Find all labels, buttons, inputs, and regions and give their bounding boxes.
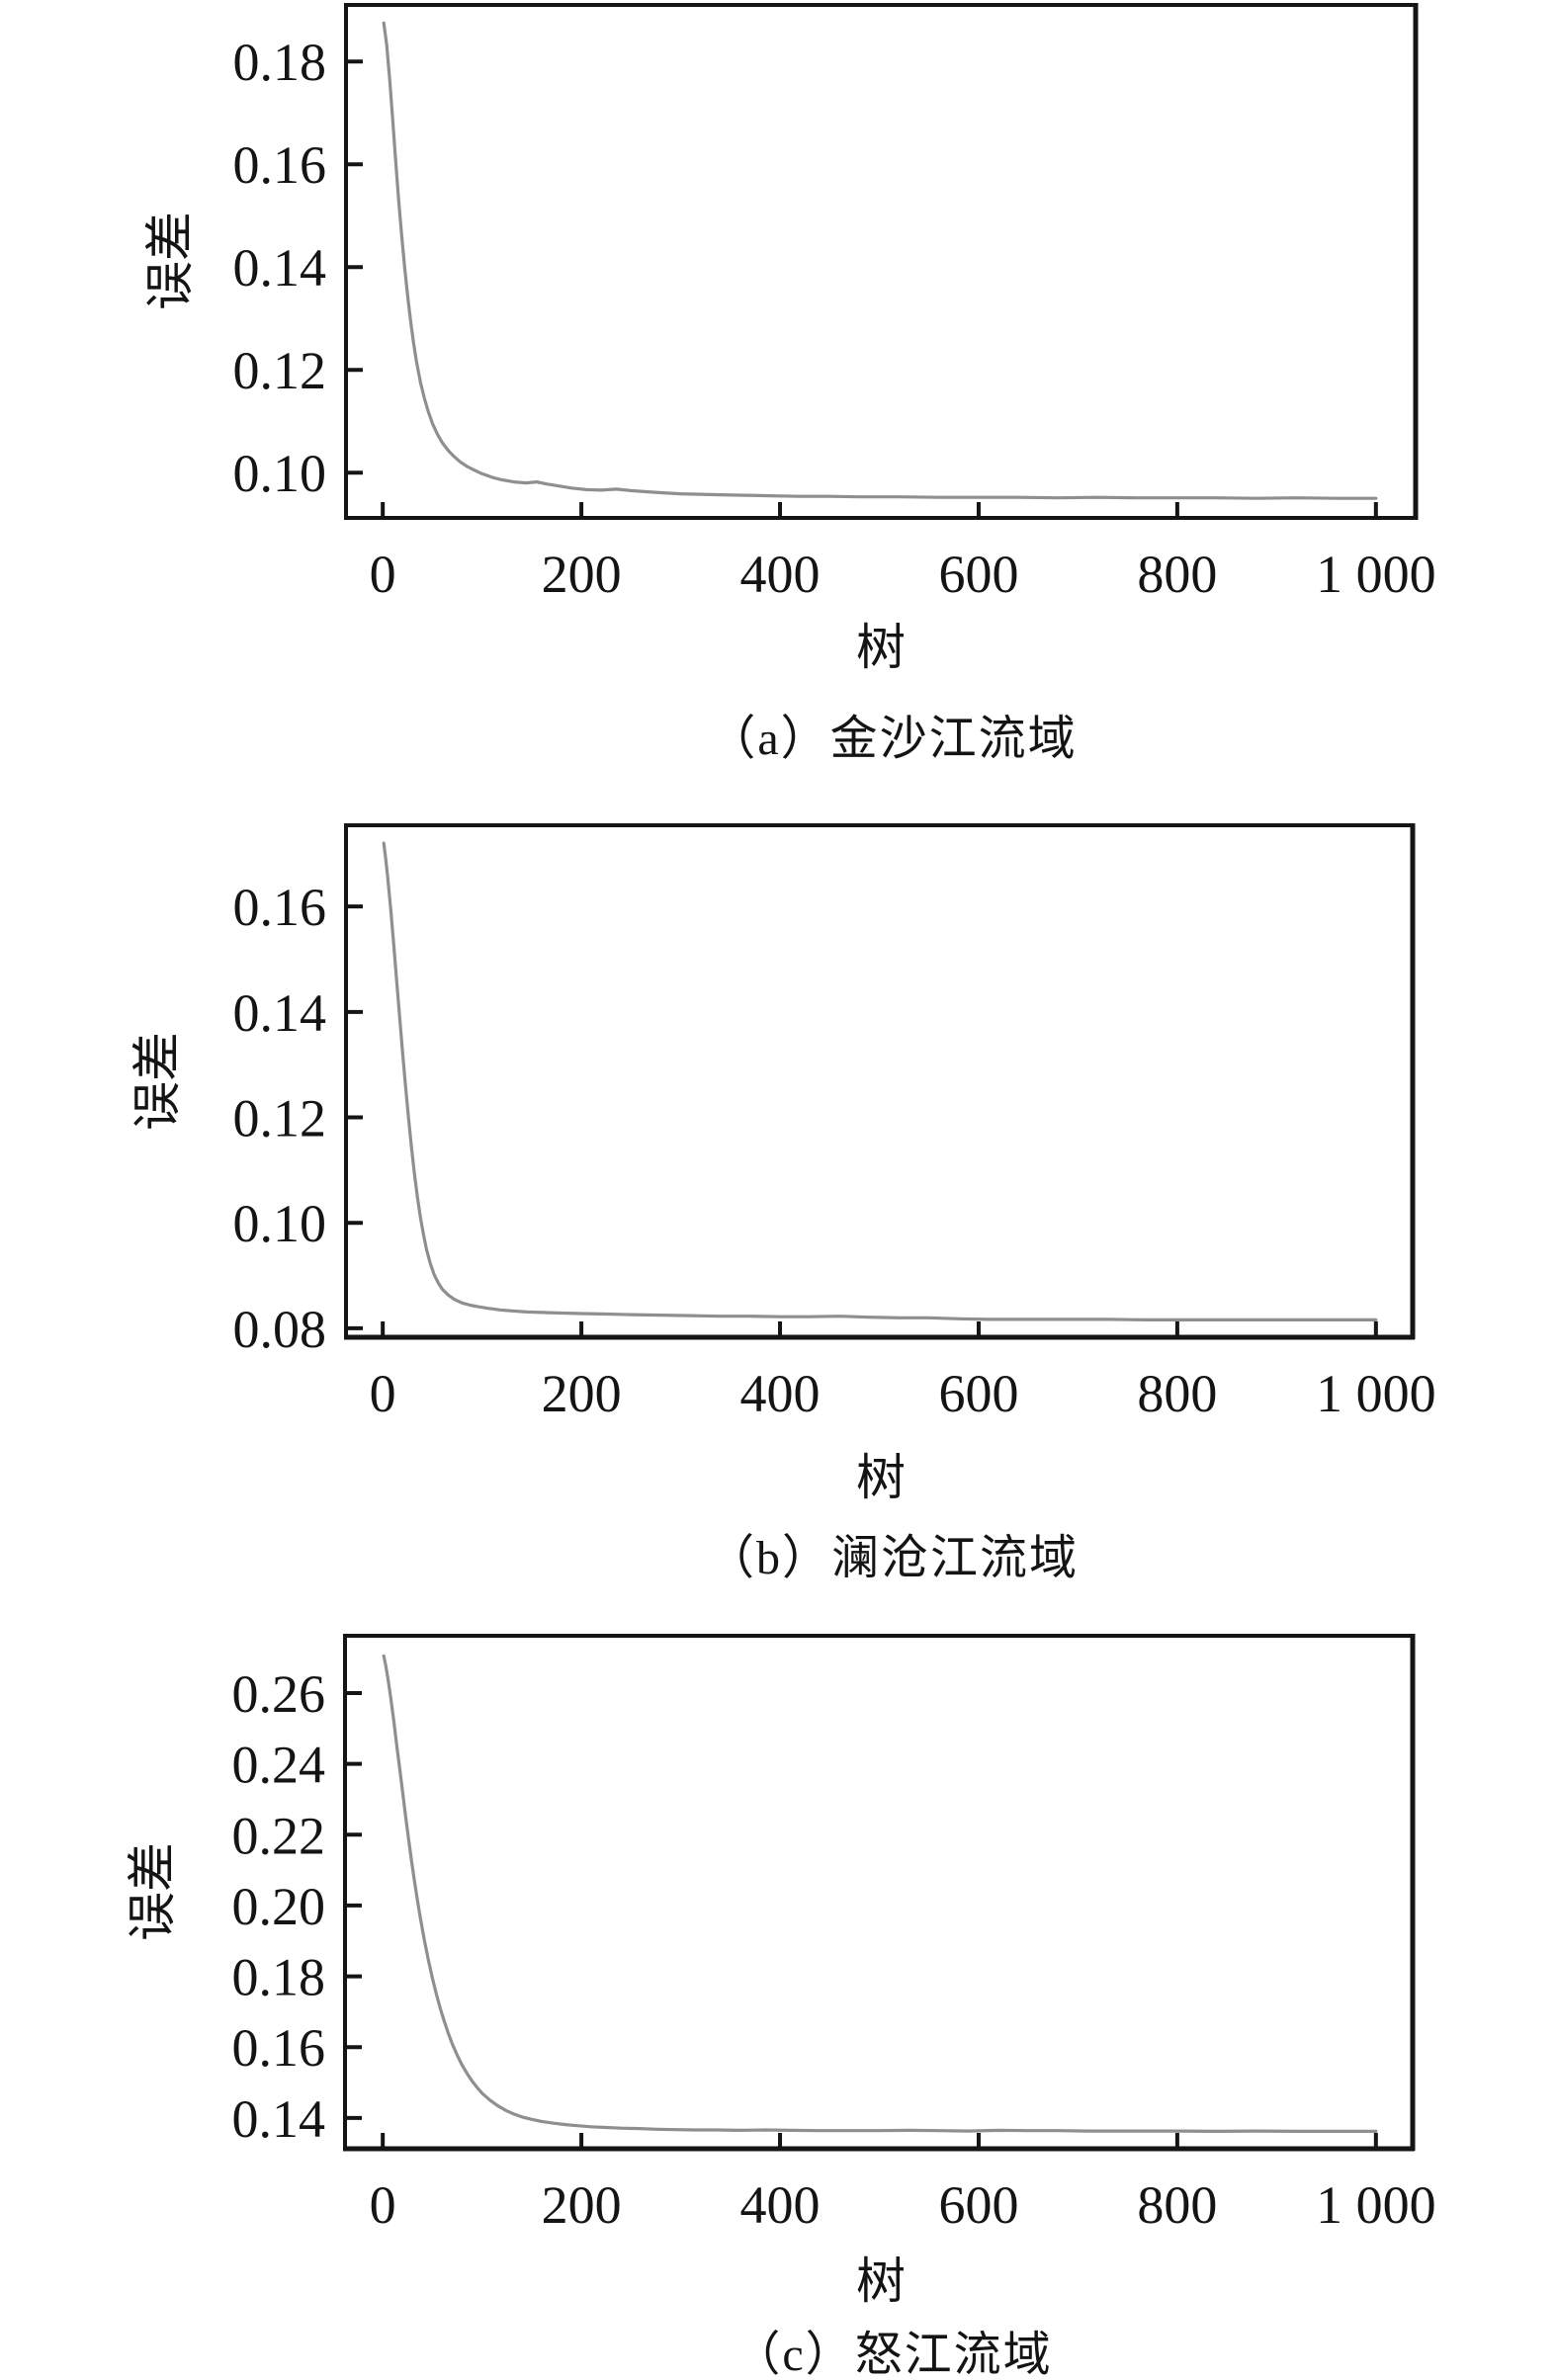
error-curve: [382, 1654, 1378, 2133]
error-curve: [382, 21, 1378, 500]
x-tick-label: 800: [1137, 2175, 1217, 2235]
y-tick-label: 0.22: [232, 1806, 326, 1865]
x-tick-label: 200: [542, 1364, 622, 1423]
x-tick-label: 400: [740, 1364, 821, 1423]
y-tick-label: 0.18: [233, 33, 327, 92]
y-tick-label: 0.16: [233, 878, 327, 937]
y-tick-label: 0.14: [233, 983, 327, 1043]
x-tick-label: 1 000: [1316, 545, 1436, 604]
y-tick-label: 0.18: [232, 1948, 326, 2007]
y-tick-label: 0.12: [233, 341, 327, 400]
x-tick-label: 600: [938, 545, 1018, 604]
y-tick-label: 0.14: [233, 238, 327, 298]
x-tick-label: 0: [370, 1364, 396, 1423]
y-tick-label: 0.26: [232, 1664, 326, 1724]
x-tick-label: 200: [542, 545, 622, 604]
y-tick-label: 0.14: [232, 2089, 326, 2149]
y-tick-label: 0.08: [233, 1300, 327, 1359]
error-curve: [382, 841, 1378, 1322]
y-tick-label: 0.16: [233, 135, 327, 195]
y-tick-label: 0.20: [232, 1877, 326, 1936]
x-tick-label: 0: [370, 2175, 396, 2235]
y-tick-label: 0.12: [233, 1089, 327, 1148]
y-tick-label: 0.24: [232, 1736, 326, 1795]
x-tick-label: 0: [370, 545, 396, 604]
x-tick-label: 800: [1137, 545, 1217, 604]
x-tick-label: 1 000: [1316, 1364, 1436, 1423]
y-tick-label: 0.16: [232, 2018, 326, 2078]
x-tick-label: 1 000: [1316, 2175, 1436, 2235]
x-tick-label: 600: [938, 1364, 1018, 1423]
y-tick-label: 0.10: [233, 444, 327, 503]
x-tick-label: 600: [938, 2175, 1018, 2235]
x-tick-label: 800: [1137, 1364, 1217, 1423]
x-tick-label: 400: [740, 545, 821, 604]
x-tick-label: 200: [542, 2175, 622, 2235]
x-tick-label: 400: [740, 2175, 821, 2235]
y-tick-label: 0.10: [233, 1194, 327, 1253]
